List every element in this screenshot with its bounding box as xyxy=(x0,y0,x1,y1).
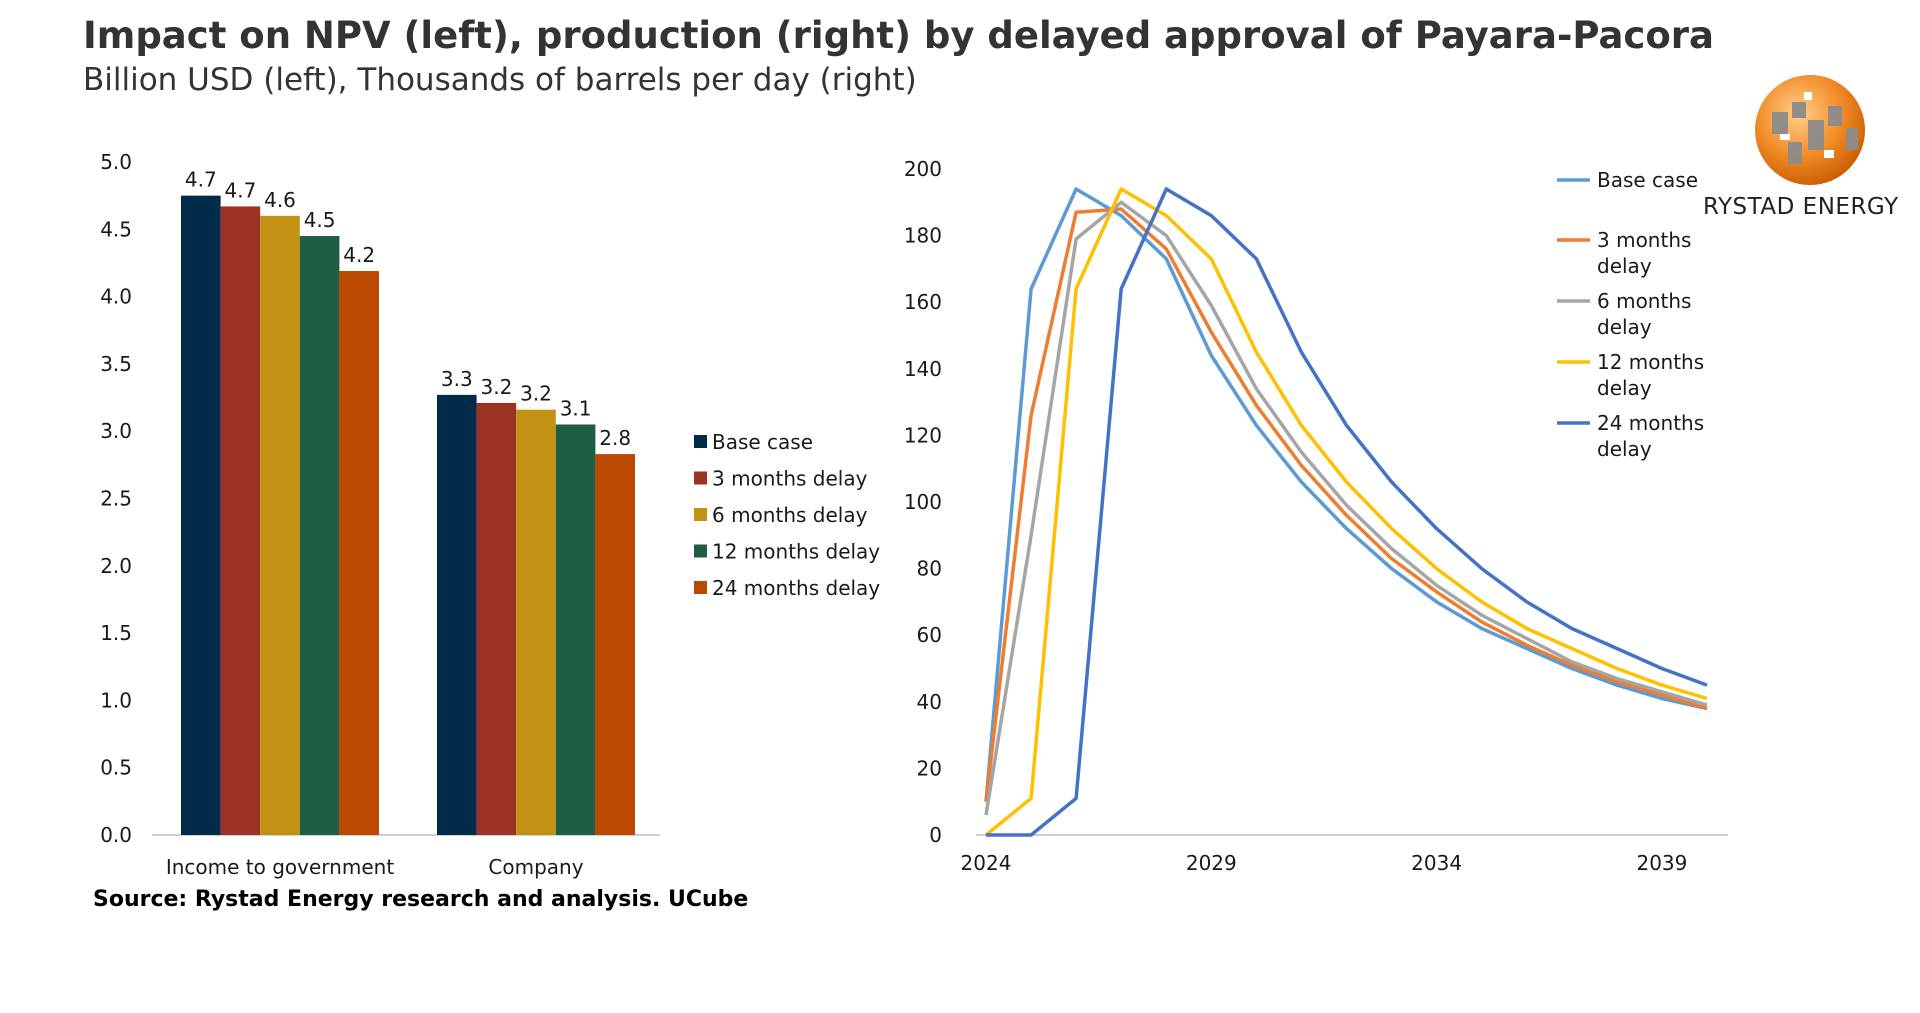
chart-subtitle: Billion USD (left), Thousands of barrels… xyxy=(83,62,917,98)
y-tick-label: 3.5 xyxy=(100,352,132,376)
y-tick-label: 1.5 xyxy=(100,621,132,645)
y-tick-label: 200 xyxy=(904,157,942,181)
bar xyxy=(555,424,596,835)
y-tick-label: 120 xyxy=(904,423,942,447)
npv-bar-chart: 0.0 0.5 1.0 1.5 2.0 2.5 3.0 3.5 4.0 4.5 5.0 4.7 4.7 4… xyxy=(100,150,880,879)
logo-text: RYSTAD ENERGY xyxy=(1703,194,1899,220)
series-line xyxy=(984,200,1708,816)
legend-swatch xyxy=(694,471,707,485)
legend-label: 24 months delay xyxy=(1597,411,1704,461)
bar xyxy=(437,394,477,835)
bar-data-label: 2.8 xyxy=(599,426,631,450)
legend-swatch xyxy=(694,508,707,521)
legend-label: 12 months delay xyxy=(1597,350,1704,400)
legend-label: 3 months delay xyxy=(1597,228,1691,278)
bar-data-label: 3.3 xyxy=(441,367,473,391)
bar-data-label: 3.2 xyxy=(520,382,552,406)
bar-data-label: 3.1 xyxy=(560,396,592,420)
bar xyxy=(476,402,517,835)
y-tick-label: 140 xyxy=(904,357,942,381)
y-tick-label: 2.5 xyxy=(100,487,132,511)
y-tick-label: 40 xyxy=(917,690,942,714)
chart-title: Impact on NPV (left), production (right)… xyxy=(83,14,1714,57)
series-line xyxy=(984,207,1708,802)
bar xyxy=(181,195,221,835)
legend-label: 12 months delay xyxy=(712,540,880,564)
x-tick-label: 2034 xyxy=(1411,851,1462,875)
bar-data-label: 4.7 xyxy=(185,168,217,192)
bar-data-label: 4.5 xyxy=(304,208,336,232)
legend-label: Base case xyxy=(712,430,813,454)
y-tick-label: 0.5 xyxy=(100,756,132,780)
production-line-chart: 0 20 40 60 80 100 120 140 160 180 200 2024 2029 2034 2… xyxy=(904,157,1728,875)
series-line xyxy=(986,187,1708,837)
x-tick-label: 2029 xyxy=(1186,851,1237,875)
legend-label: 24 months delay xyxy=(712,576,880,600)
series-line xyxy=(984,187,1708,802)
legend-label: 6 months delay xyxy=(1597,289,1691,339)
legend-swatch xyxy=(694,581,707,594)
bar-data-label: 4.6 xyxy=(264,188,296,212)
legend-label: Base case xyxy=(1597,168,1698,192)
y-tick-label: 0.0 xyxy=(100,823,132,847)
y-tick-label: 4.5 xyxy=(100,217,132,241)
bar-data-label: 4.7 xyxy=(224,178,256,202)
y-tick-label: 80 xyxy=(917,557,942,581)
bar xyxy=(595,454,635,835)
legend-swatch xyxy=(694,544,707,558)
legend-label: 6 months delay xyxy=(712,503,868,527)
y-tick-label: 4.0 xyxy=(100,285,132,309)
source-note: Source: Rystad Energy research and analy… xyxy=(93,887,749,912)
x-category-label: Income to government xyxy=(166,855,394,879)
y-tick-label: 5.0 xyxy=(100,150,132,174)
legend-label: 3 months delay xyxy=(712,467,868,491)
bar xyxy=(220,206,261,836)
y-tick-label: 100 xyxy=(904,490,942,514)
x-tick-label: 2039 xyxy=(1636,851,1687,875)
y-tick-label: 2.0 xyxy=(100,554,132,578)
legend-swatch xyxy=(694,435,707,448)
bar-data-label: 3.2 xyxy=(480,375,512,399)
bar xyxy=(299,236,340,835)
bar xyxy=(516,409,556,835)
y-tick-label: 20 xyxy=(917,756,942,780)
y-tick-label: 3.0 xyxy=(100,419,132,443)
y-tick-label: 1.0 xyxy=(100,688,132,712)
bar-data-label: 4.2 xyxy=(343,243,375,267)
x-category-label: Company xyxy=(488,855,583,879)
series-line xyxy=(984,187,1708,837)
bar xyxy=(260,215,300,836)
y-tick-label: 0 xyxy=(929,823,942,847)
y-tick-label: 180 xyxy=(904,224,942,248)
y-tick-label: 160 xyxy=(904,290,942,314)
bar xyxy=(339,271,379,835)
y-tick-label: 60 xyxy=(917,623,942,647)
rystad-energy-logo-icon xyxy=(1755,75,1865,185)
x-tick-label: 2024 xyxy=(961,851,1012,875)
